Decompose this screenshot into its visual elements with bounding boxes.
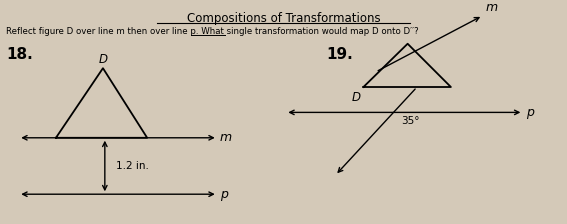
- Text: Compositions of Transformations: Compositions of Transformations: [187, 12, 380, 25]
- Text: 19.: 19.: [326, 47, 353, 62]
- Text: 35°: 35°: [401, 116, 420, 126]
- Text: Reflect figure D over line m then over line p. What single transformation would : Reflect figure D over line m then over l…: [6, 27, 418, 36]
- Text: D: D: [99, 53, 108, 66]
- Text: p: p: [526, 106, 534, 119]
- Text: 1.2 in.: 1.2 in.: [116, 161, 149, 171]
- Text: D: D: [352, 91, 361, 104]
- Text: 18.: 18.: [6, 47, 33, 62]
- Text: p: p: [219, 188, 227, 201]
- Text: m: m: [219, 131, 232, 144]
- Text: m: m: [486, 1, 498, 14]
